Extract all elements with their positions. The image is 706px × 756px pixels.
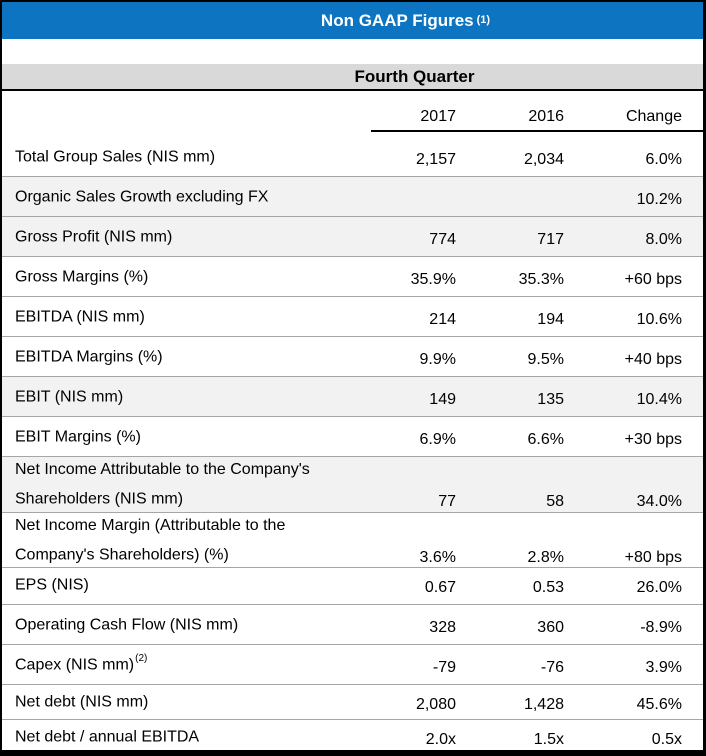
- value-2016: 6.6%: [527, 431, 564, 448]
- table-row: Net Income Attributable to the Company's…: [2, 456, 703, 512]
- value-2016: 2,034: [523, 151, 564, 168]
- table-title: Non GAAP Figures: [320, 10, 474, 30]
- row-label: EPS (NIS): [15, 576, 89, 594]
- value-change: 45.6%: [636, 696, 682, 714]
- spacer: [2, 39, 703, 64]
- row-label: Capex (NIS mm)(2): [15, 652, 148, 673]
- title-footnote-marker: (1): [476, 13, 491, 26]
- table-row: Gross Profit (NIS mm) 774 717 8.0%: [2, 216, 703, 256]
- value-2016: 717: [537, 231, 564, 248]
- value-2017: 2,157: [415, 151, 456, 168]
- value-2017: 0.67: [424, 579, 456, 597]
- column-header-2017: 2017: [420, 108, 456, 125]
- value-2016: 135: [537, 391, 564, 408]
- table-title-bar: Non GAAP Figures (1): [2, 2, 703, 39]
- value-2016: 9.5%: [527, 351, 564, 368]
- value-change: 8.0%: [645, 231, 682, 248]
- row-label: Net debt / annual EBITDA: [15, 728, 200, 746]
- value-2017: 214: [429, 311, 456, 328]
- value-change: 0.5x: [651, 731, 682, 749]
- value-2016: 1.5x: [533, 731, 564, 749]
- row-label: Operating Cash Flow (NIS mm): [15, 616, 239, 633]
- value-2017: 149: [429, 391, 456, 408]
- table-row: Organic Sales Growth excluding FX 10.2%: [2, 176, 703, 216]
- row-label: Gross Profit (NIS mm): [15, 228, 173, 245]
- row-label: EBIT (NIS mm): [15, 388, 124, 405]
- value-2017: 3.6%: [419, 549, 456, 567]
- value-2017: 2.0x: [425, 731, 456, 749]
- row-label: Total Group Sales (NIS mm): [15, 148, 216, 165]
- value-2016: 58: [546, 493, 564, 511]
- value-change: 6.0%: [645, 151, 682, 168]
- row-label: Gross Margins (%): [15, 268, 149, 285]
- value-change: -8.9%: [640, 619, 682, 636]
- value-2017: 774: [429, 231, 456, 248]
- value-change: 10.2%: [636, 191, 682, 208]
- table-row: Operating Cash Flow (NIS mm) 328 360 -8.…: [2, 604, 703, 644]
- value-change: +40 bps: [624, 351, 682, 368]
- value-2017: 35.9%: [410, 271, 456, 288]
- row-label: Net Income Attributable to the Company's…: [15, 461, 310, 508]
- column-header-row: 2017 2016 Change: [2, 91, 703, 132]
- table-row: Net Income Margin (Attributable to the C…: [2, 512, 703, 567]
- table-body: Total Group Sales (NIS mm) 2,157 2,034 6…: [2, 132, 703, 749]
- value-2017: 9.9%: [419, 351, 456, 368]
- table-row: EBITDA Margins (%) 9.9% 9.5% +40 bps: [2, 336, 703, 376]
- column-header-change: Change: [625, 108, 682, 125]
- period-header: Fourth Quarter: [354, 66, 475, 86]
- column-header-2016: 2016: [528, 108, 564, 125]
- table-row: Gross Margins (%) 35.9% 35.3% +60 bps: [2, 256, 703, 296]
- value-change: +30 bps: [624, 431, 682, 448]
- row-label: EBIT Margins (%): [15, 428, 141, 445]
- value-2016: 1,428: [523, 696, 564, 714]
- value-2016: 0.53: [532, 579, 564, 597]
- value-2017: 77: [438, 493, 456, 511]
- value-change: 10.4%: [636, 391, 682, 408]
- table-row: EBIT (NIS mm) 149 135 10.4%: [2, 376, 703, 416]
- value-2016: 194: [537, 311, 564, 328]
- table-row: EBIT Margins (%) 6.9% 6.6% +30 bps: [2, 416, 703, 456]
- header-underline: [371, 130, 703, 132]
- value-2017: 6.9%: [419, 431, 456, 448]
- period-header-bar: Fourth Quarter: [2, 64, 703, 91]
- value-2017: -79: [432, 659, 456, 676]
- value-change: 26.0%: [636, 579, 682, 597]
- value-change: +80 bps: [624, 549, 682, 567]
- table-row: Net debt / annual EBITDA 2.0x 1.5x 0.5x: [2, 719, 703, 749]
- row-label: EBITDA Margins (%): [15, 348, 163, 365]
- value-2016: 2.8%: [527, 549, 564, 567]
- table-row: Capex (NIS mm)(2) -79 -76 3.9%: [2, 644, 703, 684]
- row-label: Organic Sales Growth excluding FX: [15, 188, 269, 205]
- table-row: Total Group Sales (NIS mm) 2,157 2,034 6…: [2, 132, 703, 176]
- row-label: Net debt (NIS mm): [15, 693, 149, 711]
- value-change: 10.6%: [636, 311, 682, 328]
- table-row: EPS (NIS) 0.67 0.53 26.0%: [2, 567, 703, 604]
- value-2017: 2,080: [415, 696, 456, 714]
- value-change: 34.0%: [636, 493, 682, 511]
- table-row: Net debt (NIS mm) 2,080 1,428 45.6%: [2, 684, 703, 719]
- row-label: EBITDA (NIS mm): [15, 308, 145, 325]
- value-2016: -76: [540, 659, 564, 676]
- row-label: Net Income Margin (Attributable to the C…: [15, 517, 286, 564]
- value-2016: 360: [537, 619, 564, 636]
- table-row: EBITDA (NIS mm) 214 194 10.6%: [2, 296, 703, 336]
- value-change: 3.9%: [645, 659, 682, 676]
- value-change: +60 bps: [624, 271, 682, 288]
- value-2017: 328: [429, 619, 456, 636]
- value-2016: 35.3%: [518, 271, 564, 288]
